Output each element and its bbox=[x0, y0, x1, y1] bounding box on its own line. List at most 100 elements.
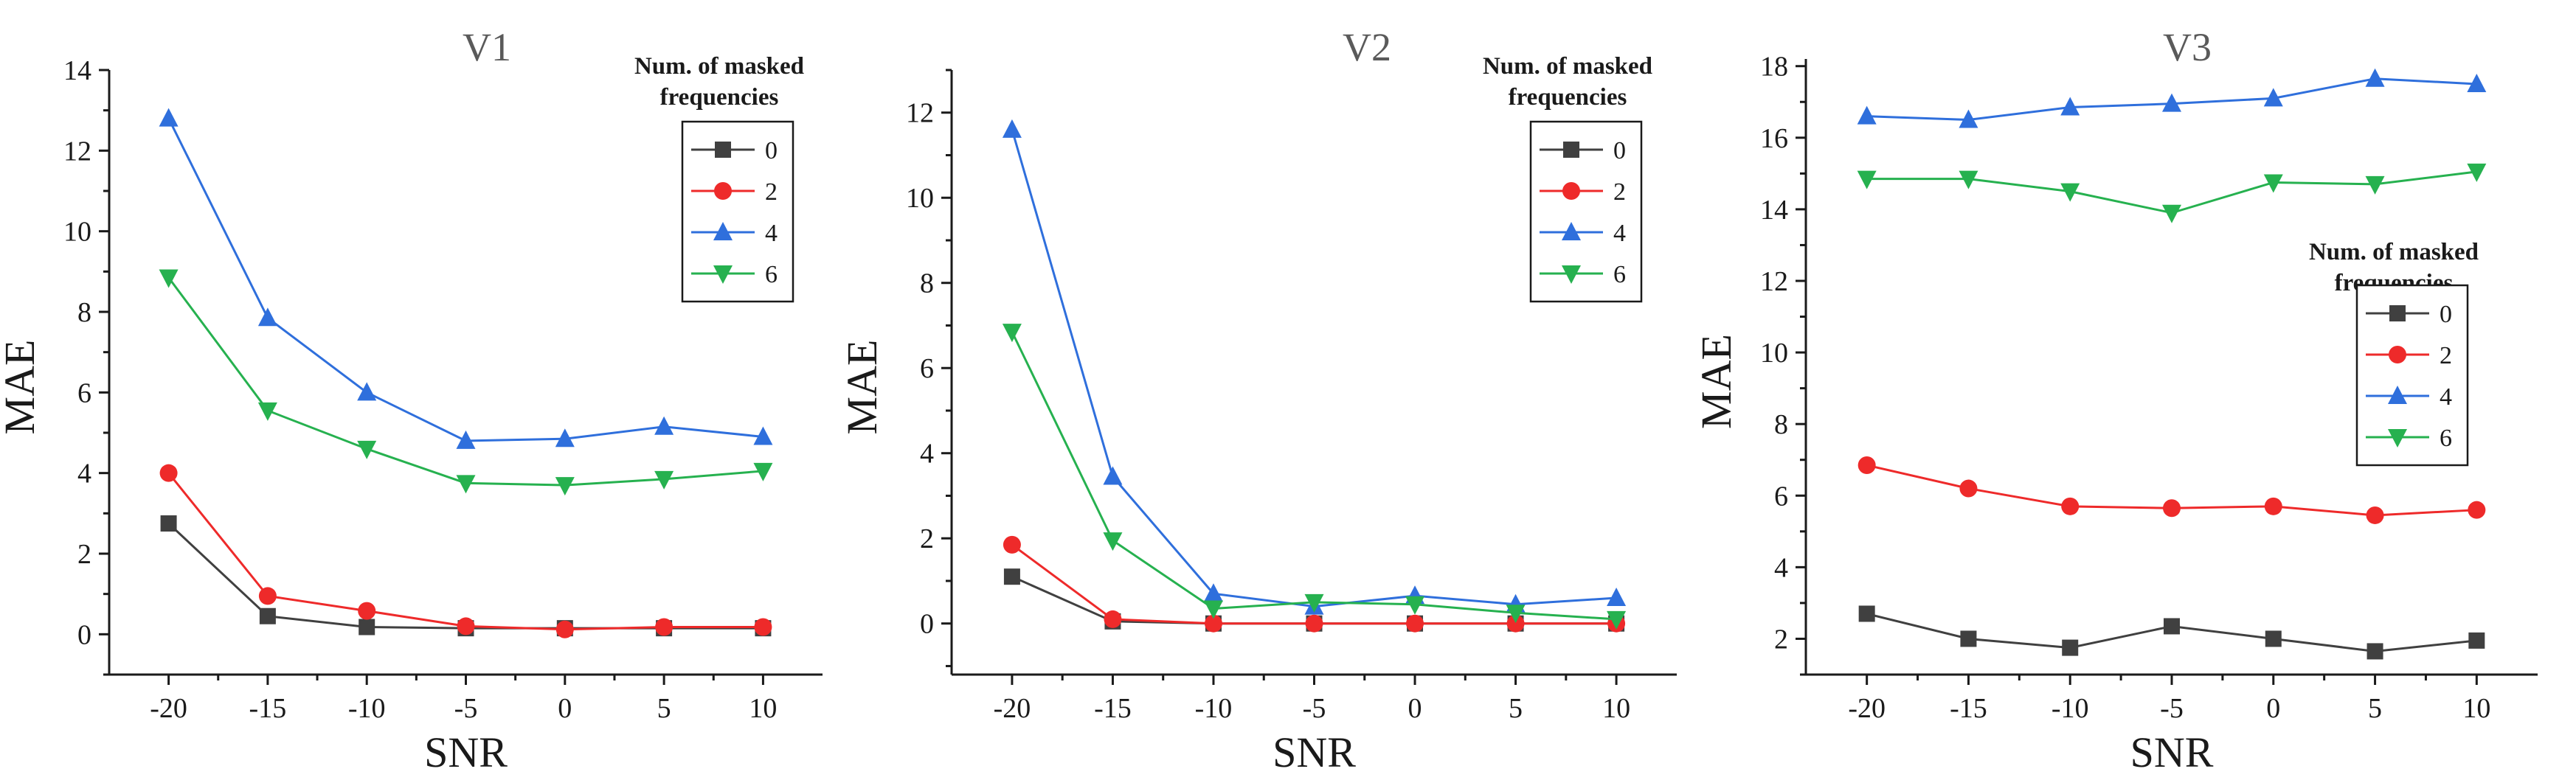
y-tick-label: 2 bbox=[1774, 624, 1788, 655]
data-point-series-2 bbox=[1305, 614, 1323, 633]
y-tick-label: 14 bbox=[1760, 195, 1788, 226]
x-tick-label: 0 bbox=[2266, 693, 2280, 724]
data-point-series-4 bbox=[2467, 73, 2487, 92]
legend-marker-0 bbox=[715, 142, 731, 158]
legend-label-2: 2 bbox=[2440, 342, 2452, 369]
x-tick-label: -10 bbox=[2052, 693, 2089, 724]
x-tick-label: -15 bbox=[1950, 693, 1987, 724]
data-point-series-6 bbox=[1607, 610, 1627, 630]
data-point-series-4 bbox=[654, 416, 674, 435]
y-tick-label: 6 bbox=[1774, 481, 1788, 512]
data-point-series-4 bbox=[357, 382, 377, 401]
data-point-series-4 bbox=[1002, 119, 1022, 138]
x-tick-label: -5 bbox=[454, 693, 478, 724]
x-axis-title: SNR bbox=[424, 728, 508, 776]
y-tick-label: 16 bbox=[1760, 123, 1788, 154]
y-tick-label: 6 bbox=[77, 377, 91, 408]
legend-title-line1: Num. of masked bbox=[1483, 53, 1652, 80]
x-axis-title: SNR bbox=[2130, 728, 2214, 776]
data-point-series-6 bbox=[1203, 600, 1223, 619]
data-point-series-2 bbox=[2061, 497, 2080, 515]
data-point-series-2 bbox=[2468, 501, 2486, 519]
data-point-series-6 bbox=[1002, 324, 1022, 343]
data-point-series-6 bbox=[1857, 170, 1877, 189]
data-point-series-6 bbox=[2365, 175, 2385, 195]
data-point-series-2 bbox=[159, 464, 178, 482]
legend-marker-6 bbox=[1562, 265, 1581, 284]
data-point-series-4 bbox=[257, 307, 277, 327]
x-tick-label: 0 bbox=[558, 693, 572, 724]
legend-box bbox=[681, 120, 794, 303]
x-tick-label: -20 bbox=[994, 693, 1031, 724]
x-tick-label: 5 bbox=[657, 693, 671, 724]
data-point-series-4 bbox=[1959, 109, 1978, 128]
legend-title-line1: Num. of masked bbox=[634, 53, 804, 80]
chart-panel-v1: V1 -20 -15 -10 -5 0 5 10 0 2 4 6 8 10 12 14 SNR MAE Num. o… bbox=[0, 25, 823, 776]
data-point-series-0 bbox=[2366, 643, 2383, 660]
y-tick-label: 8 bbox=[1774, 409, 1788, 440]
chart-panel-v2: V2 -20 -15 -10 -5 0 5 10 0 2 4 6 8 10 12 SNR MAE Num. of … bbox=[838, 25, 1677, 776]
x-tick-label: -20 bbox=[1848, 693, 1886, 724]
legend-marker-2 bbox=[2389, 346, 2406, 363]
chart-title: V1 bbox=[463, 25, 511, 69]
y-tick-label: 12 bbox=[906, 98, 934, 129]
data-point-series-0 bbox=[359, 619, 375, 636]
data-point-series-2 bbox=[1204, 614, 1222, 633]
data-point-series-2 bbox=[358, 602, 376, 620]
y-tick-label: 18 bbox=[1760, 52, 1788, 83]
y-tick-label: 10 bbox=[906, 183, 934, 214]
legend-marker-4 bbox=[2388, 386, 2407, 404]
data-point-series-0 bbox=[259, 607, 276, 624]
data-point-series-6 bbox=[753, 462, 773, 481]
y-tick-label: 2 bbox=[920, 523, 934, 554]
legend-box bbox=[2355, 284, 2469, 467]
y-tick-label: 0 bbox=[77, 619, 91, 650]
legend-marker-4 bbox=[1562, 222, 1581, 240]
legend-label-6: 6 bbox=[1613, 261, 1626, 288]
y-axis-title: MAE bbox=[838, 340, 886, 435]
data-point-series-4 bbox=[1857, 105, 1877, 125]
y-tick-label: 4 bbox=[920, 439, 934, 470]
x-tick-label: -5 bbox=[1303, 693, 1326, 724]
data-point-series-2 bbox=[1003, 535, 1021, 554]
data-point-series-4 bbox=[753, 426, 773, 445]
legend-marker-0 bbox=[2389, 305, 2406, 321]
x-tick-label: -15 bbox=[1094, 693, 1132, 724]
y-tick-label: 2 bbox=[77, 539, 91, 570]
data-point-series-2 bbox=[2163, 499, 2181, 518]
y-tick-label: 12 bbox=[1760, 266, 1788, 297]
data-point-series-6 bbox=[2263, 174, 2283, 193]
series-line-4 bbox=[167, 117, 764, 442]
legend-marker-4 bbox=[713, 222, 733, 240]
data-point-series-2 bbox=[2264, 497, 2282, 515]
legend-label-4: 4 bbox=[765, 220, 778, 247]
data-point-series-0 bbox=[2062, 639, 2079, 656]
data-point-series-2 bbox=[457, 617, 475, 636]
data-point-series-4 bbox=[1203, 583, 1223, 602]
x-tick-label: -5 bbox=[2160, 693, 2184, 724]
series-line-0 bbox=[167, 522, 764, 630]
data-point-series-6 bbox=[1304, 593, 1324, 613]
data-point-series-4 bbox=[1607, 588, 1627, 607]
data-point-series-4 bbox=[159, 108, 179, 127]
data-point-series-0 bbox=[2265, 630, 2282, 647]
data-point-series-6 bbox=[2060, 183, 2080, 202]
data-point-series-4 bbox=[456, 430, 476, 449]
legend-title-line1: Num. of masked bbox=[2309, 239, 2479, 265]
data-point-series-6 bbox=[555, 477, 575, 496]
legend-label-0: 0 bbox=[1613, 137, 1626, 164]
data-point-series-4 bbox=[2263, 88, 2283, 107]
data-point-series-2 bbox=[1406, 614, 1424, 633]
data-point-series-0 bbox=[1003, 568, 1020, 585]
data-point-series-6 bbox=[357, 440, 377, 459]
x-tick-label: -15 bbox=[249, 693, 287, 724]
legend-marker-2 bbox=[714, 182, 732, 200]
legend-label-2: 2 bbox=[1613, 178, 1626, 206]
x-tick-label: 5 bbox=[2368, 693, 2382, 724]
y-tick-label: 10 bbox=[63, 217, 91, 248]
legend-box bbox=[1529, 120, 1643, 303]
x-tick-label: -10 bbox=[1195, 693, 1233, 724]
data-point-series-0 bbox=[160, 515, 177, 532]
legend-label-4: 4 bbox=[1613, 220, 1626, 247]
